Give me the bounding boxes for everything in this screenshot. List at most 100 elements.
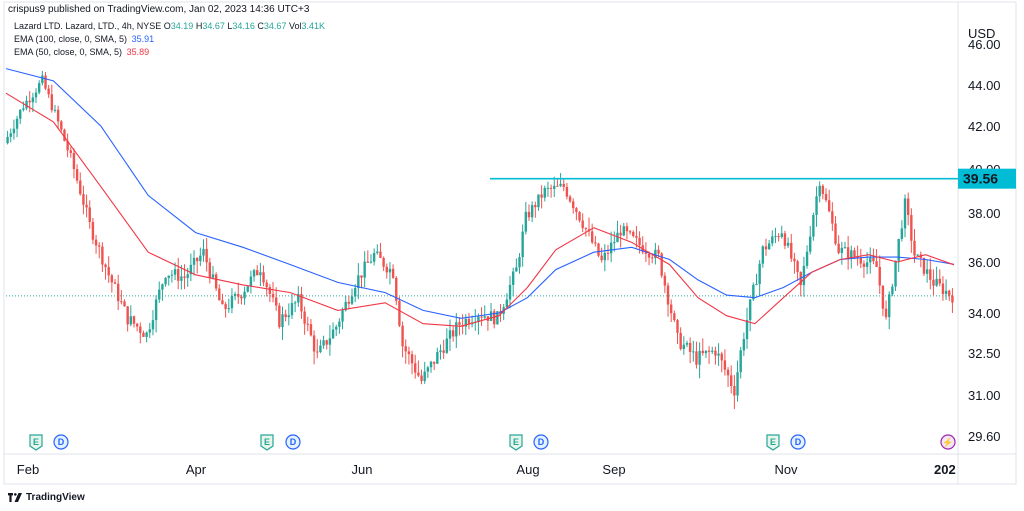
- candle: [739, 346, 742, 379]
- candle: [644, 242, 648, 262]
- candle: [938, 269, 941, 287]
- candle: [480, 307, 483, 327]
- candle: [777, 233, 780, 242]
- symbol-legend: Lazard LTD. Lazard, LTD., 4h, NYSE O34.1…: [14, 21, 325, 31]
- candle: [382, 256, 385, 271]
- candle: [771, 230, 774, 247]
- event-marker-earnings[interactable]: E: [29, 434, 43, 451]
- candle: [363, 251, 366, 288]
- candle: [113, 279, 117, 285]
- candle: [195, 257, 199, 274]
- event-marker-earnings[interactable]: E: [509, 434, 523, 451]
- candle: [79, 172, 82, 196]
- candle: [783, 230, 787, 250]
- candle: [496, 311, 499, 325]
- event-marker-split[interactable]: ⚡: [940, 434, 956, 450]
- candle: [287, 303, 291, 326]
- candle: [15, 115, 19, 138]
- candle: [900, 220, 904, 242]
- candle: [388, 262, 392, 285]
- candle: [891, 283, 894, 297]
- event-marker-dividend[interactable]: D: [285, 434, 301, 450]
- candle: [458, 317, 461, 336]
- candle: [293, 300, 297, 313]
- ema50-label: EMA (50, close, 0, SMA, 5): [14, 47, 123, 57]
- candle: [410, 350, 414, 375]
- candle: [98, 242, 101, 259]
- event-label: D: [290, 437, 297, 447]
- candle: [587, 217, 591, 237]
- candle: [186, 267, 189, 287]
- candle: [720, 351, 723, 373]
- ema100-legend[interactable]: EMA (100, close, 0, SMA, 5) 35.91: [14, 34, 154, 44]
- candle: [335, 324, 338, 337]
- candle: [799, 271, 802, 297]
- candle: [470, 315, 474, 328]
- candle: [256, 265, 259, 276]
- candle: [682, 336, 686, 355]
- candle: [818, 181, 821, 203]
- time-axis[interactable]: Feb Apr Jun Aug Sep Nov 202: [17, 462, 956, 477]
- candle: [502, 303, 505, 321]
- candle: [331, 322, 335, 340]
- candle: [319, 339, 322, 354]
- candle: [451, 326, 455, 342]
- candle: [25, 95, 28, 111]
- candle: [274, 287, 278, 311]
- candle: [752, 282, 755, 301]
- candle: [69, 146, 72, 158]
- candle: [651, 253, 654, 264]
- candle: [906, 192, 910, 226]
- tradingview-footer[interactable]: TradingView: [8, 492, 85, 503]
- candle: [72, 148, 76, 179]
- plot-border: [3, 1, 1017, 485]
- candle: [376, 244, 379, 255]
- event-label: D: [795, 437, 802, 447]
- publisher-header: crispus9 published on TradingView.com, J…: [8, 4, 310, 15]
- candle: [865, 252, 869, 275]
- candle: [426, 365, 430, 378]
- candle: [173, 262, 177, 281]
- candle: [657, 245, 660, 258]
- candle: [714, 346, 717, 365]
- candle: [704, 350, 708, 358]
- candle: [499, 304, 502, 322]
- candle: [603, 244, 607, 272]
- candle: [265, 279, 268, 297]
- candle: [464, 314, 467, 336]
- candle: [606, 244, 610, 261]
- candle: [328, 325, 332, 356]
- candle: [110, 273, 114, 293]
- event-marker-dividend[interactable]: D: [790, 434, 806, 450]
- candle: [22, 101, 25, 112]
- event-marker-dividend[interactable]: D: [53, 434, 69, 450]
- event-marker-dividend[interactable]: D: [533, 434, 549, 450]
- event-label: D: [538, 437, 545, 447]
- price-axis[interactable]: 46.00 44.00 42.00 40.00 38.00 36.00 34.00 32.50…: [968, 37, 1001, 444]
- ema50-legend[interactable]: EMA (50, close, 0, SMA, 5) 35.89: [14, 47, 149, 57]
- candle: [233, 291, 237, 301]
- candle: [572, 198, 575, 214]
- candle: [407, 346, 411, 365]
- candle: [259, 262, 262, 287]
- candle: [161, 283, 164, 301]
- candle: [916, 254, 919, 256]
- candle: [745, 307, 749, 349]
- candle: [31, 92, 35, 113]
- candle: [126, 306, 129, 332]
- candle: [590, 223, 594, 245]
- candle: [123, 299, 126, 307]
- candle: [625, 222, 629, 240]
- event-marker-earnings[interactable]: E: [260, 434, 274, 451]
- event-marker-earnings[interactable]: E: [766, 434, 780, 451]
- candle: [616, 220, 619, 243]
- candle: [312, 330, 316, 365]
- candle: [600, 247, 603, 263]
- events-row[interactable]: E D E D E D E D ⚡: [29, 434, 956, 451]
- candle: [875, 249, 878, 268]
- candle: [613, 231, 616, 252]
- candle: [619, 224, 622, 248]
- candle: [666, 282, 670, 317]
- ema50-line: [5, 92, 955, 327]
